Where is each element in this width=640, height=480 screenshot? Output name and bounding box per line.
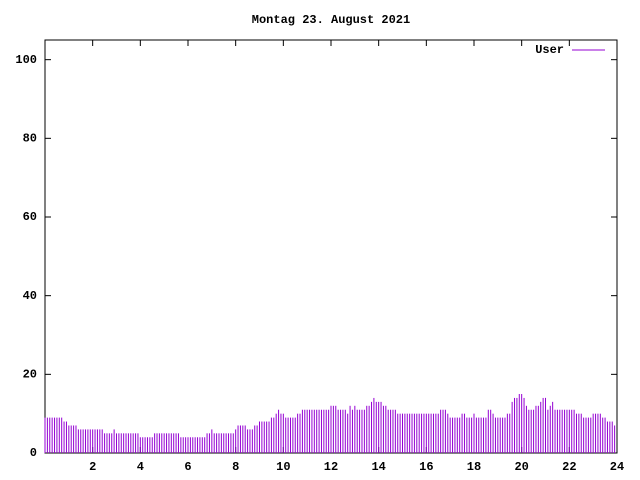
legend-label: User (535, 43, 564, 57)
x-tick-label: 18 (467, 460, 481, 474)
x-tick-label: 20 (514, 460, 528, 474)
x-tick-label: 10 (276, 460, 290, 474)
y-tick-label: 60 (23, 210, 37, 224)
x-tick-label: 12 (324, 460, 338, 474)
x-tick-label: 4 (137, 460, 144, 474)
plot-frame (44, 39, 618, 454)
x-tick-label: 6 (184, 460, 191, 474)
x-tick-label: 2 (89, 460, 96, 474)
x-tick-label: 22 (562, 460, 576, 474)
x-tick-label: 14 (371, 460, 385, 474)
y-tick-label: 80 (23, 132, 37, 146)
y-tick-label: 0 (30, 446, 37, 460)
x-tick-label: 8 (232, 460, 239, 474)
y-tick-label: 20 (23, 368, 37, 382)
x-tick-label: 16 (419, 460, 433, 474)
chart-title: Montag 23. August 2021 (252, 13, 410, 27)
x-tick-label: 24 (610, 460, 624, 474)
y-tick-label: 100 (15, 53, 37, 67)
y-tick-label: 40 (23, 289, 37, 303)
